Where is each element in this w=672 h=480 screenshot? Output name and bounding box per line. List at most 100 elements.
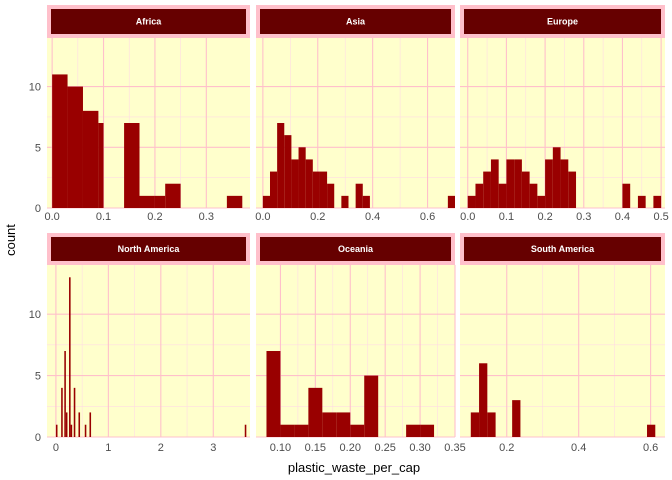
histogram-bar [262,195,270,208]
facet-africa: Africa 0.0 0.1 0.2 0.3 0 5 10 [29,5,250,223]
histogram-bar [124,123,140,208]
histogram-bar [277,123,285,208]
histogram-bar [467,195,476,208]
x-tick-label: 0.30 [409,442,430,454]
histogram-bar [470,412,480,437]
histogram-bar [284,135,292,208]
histogram-bar [475,183,484,208]
histogram-bar [552,147,561,208]
x-tick-label: 0.6 [420,211,435,223]
facet-strip-label: Africa [136,17,163,27]
y-tick-label: 10 [29,82,41,94]
x-tick-label: 0.1 [499,211,514,223]
histogram-bar [84,424,87,437]
histogram-bar [291,159,299,208]
histogram-bar [498,183,507,208]
histogram-bar [336,412,351,437]
x-tick-label: 0.2 [537,211,552,223]
histogram-bar [560,159,569,208]
facet-strip-label: South America [531,244,595,254]
y-tick-label: 5 [35,142,41,154]
histogram-bar [82,110,99,208]
histogram-bar [483,171,491,208]
facet-strip [464,9,661,34]
x-tick-label: 0.2 [499,442,514,454]
y-tick-label: 0 [35,432,41,444]
x-tick-label: 0.20 [340,442,361,454]
panel-background [460,265,665,437]
histogram-bar [447,195,455,208]
x-tick-label: 0.10 [270,442,291,454]
histogram-bar [341,195,349,208]
histogram-bar [165,183,181,208]
panel-background [47,265,250,437]
histogram-bar [319,171,328,208]
x-tick-label: 0.4 [365,211,380,223]
histogram-bar [294,424,309,437]
histogram-bar [568,171,577,208]
x-tick-label: 0.0 [255,211,270,223]
histogram-bar [269,171,278,208]
facet-strip [51,237,246,261]
facet-europe: Europe 0.0 0.1 0.2 0.3 0.4 0.5 [460,5,669,223]
histogram-bar [647,424,656,437]
x-tick-label: 1 [105,442,111,454]
x-tick-label: 0.0 [44,211,59,223]
histogram-bar [479,363,488,437]
x-tick-label: 0.25 [374,442,395,454]
facet-strip [51,9,246,34]
histogram-bar [308,387,323,437]
histogram-bar [622,183,631,208]
histogram-bar [529,183,538,208]
x-tick-label: 0.3 [199,211,214,223]
x-tick-label: 0.5 [653,211,668,223]
x-tick-label: 0.1 [96,211,111,223]
facet-strip [260,9,451,34]
x-tick-label: 3 [210,442,216,454]
facet-asia: Asia 0.0 0.2 0.4 0.6 [255,5,455,223]
facet-north-america: North America 0 1 2 3 0 5 10 [29,233,250,454]
histogram-bar [322,412,337,437]
histogram-bar [70,424,73,437]
histogram-bar [65,412,68,437]
x-axis-title: plastic_waste_per_cap [288,460,420,475]
histogram-bar [244,424,247,437]
x-tick-label: 0.2 [147,211,162,223]
histogram-bar [406,424,421,437]
histogram-bar [490,159,499,208]
histogram-bar [280,424,295,437]
histogram-bar [327,183,335,208]
y-tick-label: 0 [35,203,41,215]
y-axis-title: count [3,224,18,256]
histogram-bar [514,159,522,208]
x-tick-label: 0.0 [460,211,475,223]
facet-strip [464,237,661,261]
histogram-bar [55,424,58,437]
histogram-bar [350,424,365,437]
histogram-bar [637,195,646,208]
x-tick-label: 0.2 [310,211,325,223]
x-tick-label: 2 [158,442,164,454]
histogram-bar [226,195,243,208]
histogram-bar [512,400,521,437]
histogram-bar [362,195,370,208]
histogram-bar [355,183,363,208]
facet-strip-label: North America [118,244,181,254]
histogram-bar [537,195,546,208]
histogram-bar [69,277,71,437]
facet-south-america: South America 0.2 0.4 0.6 [460,233,665,454]
x-tick-label: 0.4 [571,442,586,454]
histogram-bar [78,412,81,437]
histogram-bar [52,74,68,208]
histogram-bar [305,159,313,208]
histogram-bar [154,195,166,208]
histogram-bar [521,171,530,208]
histogram-bar [545,159,553,208]
histogram-bar [364,375,379,437]
x-tick-label: 0.6 [643,442,658,454]
histogram-bar [312,171,320,208]
histogram-bar [487,412,496,437]
histogram-bar [89,412,92,437]
